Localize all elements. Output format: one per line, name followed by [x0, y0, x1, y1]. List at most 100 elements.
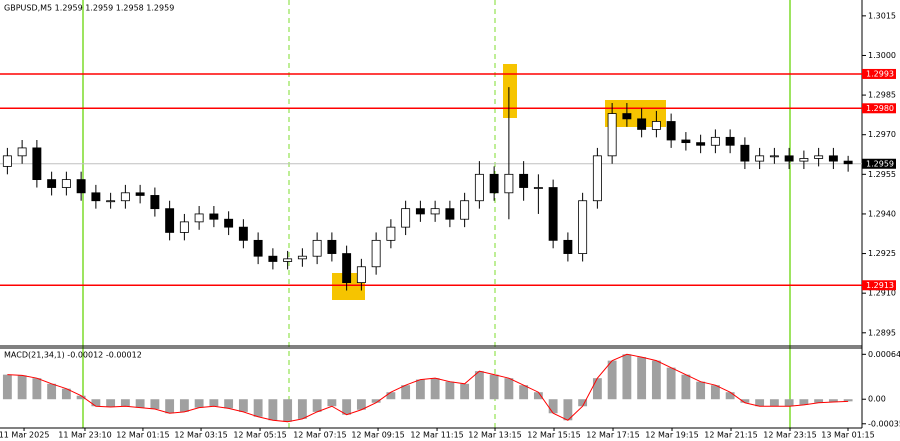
- macd-bar: [578, 399, 588, 407]
- candle-body: [371, 239, 381, 268]
- candle-body: [297, 255, 307, 260]
- macd-bar: [681, 374, 691, 400]
- candle-body: [607, 113, 617, 157]
- candle-body: [179, 221, 189, 233]
- macd-bar: [592, 378, 602, 400]
- candle-body: [342, 253, 352, 284]
- candle-body: [548, 187, 558, 241]
- candle-body: [165, 208, 175, 233]
- candle-body: [784, 155, 794, 162]
- candle-body: [47, 179, 57, 188]
- candle-body: [519, 173, 529, 188]
- candle-body: [504, 173, 514, 194]
- macd-bar: [120, 399, 130, 407]
- candle-body: [32, 147, 42, 181]
- level-label: 1.2959: [866, 159, 894, 168]
- level-label: 1.2913: [866, 281, 894, 290]
- x-tick-label: 12 Mar 23:15: [763, 431, 816, 440]
- level-label-box: [862, 280, 896, 291]
- macd-bar: [828, 399, 838, 403]
- macd-title: MACD(21,34,1) -0.00012 -0.00012: [4, 351, 142, 360]
- macd-bar: [666, 367, 676, 400]
- candle-body: [415, 208, 425, 215]
- macd-bar: [755, 399, 765, 407]
- y-tick-label: 1.2970: [868, 130, 896, 139]
- y-tick-label: 1.3015: [868, 11, 896, 20]
- x-tick-label: 12 Mar 19:15: [645, 431, 698, 440]
- candle-body: [637, 118, 647, 130]
- candle-body: [224, 218, 234, 228]
- candle-body: [386, 226, 396, 241]
- candle-body: [710, 136, 720, 146]
- macd-bar: [209, 399, 219, 407]
- macd-bar: [740, 399, 750, 403]
- macd-bar: [725, 392, 735, 400]
- y-tick-label: 1.2985: [868, 91, 896, 100]
- macd-bar: [91, 399, 101, 407]
- x-tick-label: 12 Mar 07:15: [293, 431, 346, 440]
- candle-body: [563, 239, 573, 254]
- x-tick-label: 12 Mar 09:15: [351, 431, 404, 440]
- macd-bar: [474, 371, 484, 400]
- x-tick-label: 11 Mar 23:10: [58, 431, 111, 440]
- candle-body: [489, 173, 499, 194]
- level-label-box: [862, 103, 896, 114]
- macd-bar: [238, 399, 248, 412]
- y-tick-label: 1.2925: [868, 249, 896, 258]
- annotations: [82, 0, 791, 428]
- macd-bar: [637, 357, 647, 400]
- macd-bar: [2, 374, 12, 400]
- macd-bar: [843, 399, 853, 402]
- macd-bar: [32, 378, 42, 400]
- candle-body: [238, 226, 248, 241]
- x-tick-label: 13 Mar 01:15: [821, 431, 874, 440]
- macd-bar: [489, 374, 499, 400]
- candle-body: [327, 239, 337, 254]
- level-label: 1.2980: [866, 104, 894, 113]
- candle-body: [696, 142, 706, 146]
- macd-bar: [224, 399, 234, 409]
- candle-body: [799, 158, 809, 162]
- x-tick-label: 12 Mar 15:15: [527, 431, 580, 440]
- candle-body: [150, 195, 160, 210]
- candle-body: [312, 239, 322, 257]
- x-tick-label: 12 Mar 01:15: [116, 431, 169, 440]
- chart-title: GBPUSD,M5 1.2959 1.2959 1.2958 1.2959: [4, 4, 174, 13]
- candle-body: [445, 208, 455, 220]
- candle-body: [725, 136, 735, 146]
- level-label-box: [862, 68, 896, 79]
- x-tick-label: 12 Mar 11:15: [410, 431, 463, 440]
- candle-body: [843, 160, 853, 165]
- candle-body: [283, 258, 293, 262]
- x-tick-label: 12 Mar 13:15: [468, 431, 521, 440]
- x-tick-label: 12 Mar 03:15: [174, 431, 227, 440]
- candle-body: [814, 155, 824, 159]
- level-label: 1.2993: [866, 69, 894, 78]
- macd-bar: [814, 399, 824, 403]
- y-tick-label: 1.3000: [868, 51, 896, 60]
- macd-bar: [135, 399, 145, 408]
- y-tick-label: 1.2940: [868, 209, 896, 218]
- candle-body: [17, 147, 27, 157]
- macd-bar: [165, 399, 175, 414]
- candle-body: [740, 144, 750, 162]
- macd-bar: [371, 399, 381, 403]
- macd-bar: [607, 360, 617, 400]
- macd-bar: [415, 379, 425, 400]
- candle-body: [253, 239, 263, 257]
- macd-bar: [769, 399, 779, 407]
- macd-bar: [696, 381, 706, 400]
- macd-bar: [179, 399, 189, 412]
- x-tick-label: 12 Mar 05:15: [233, 431, 286, 440]
- macd-bar: [784, 399, 794, 407]
- macd-bar: [460, 383, 470, 400]
- macd-bar: [710, 385, 720, 400]
- macd-bar: [651, 360, 661, 400]
- candle-body: [622, 113, 632, 120]
- candle-body: [268, 255, 278, 262]
- macd-bar: [519, 385, 529, 400]
- y-tick-label: 1.2910: [868, 289, 896, 298]
- macd-tick-label: -0.00035: [868, 419, 900, 428]
- candle-body: [2, 155, 12, 167]
- candle-body: [769, 155, 779, 158]
